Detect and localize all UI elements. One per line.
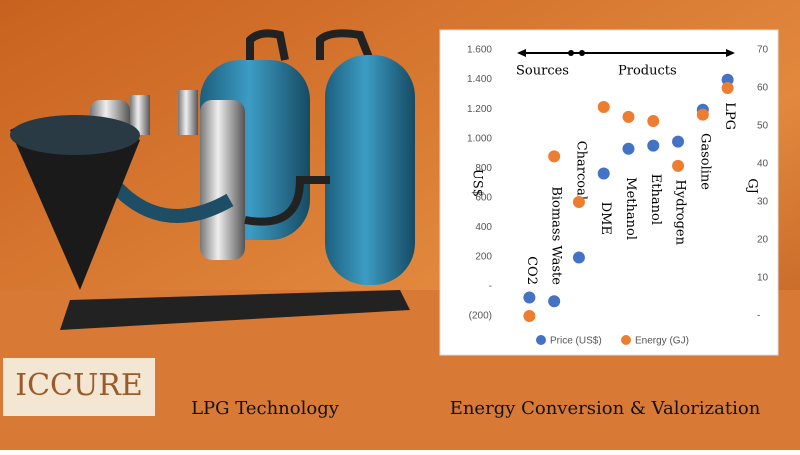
data-point: [548, 150, 561, 163]
y2-tick-label: 20: [757, 235, 769, 246]
y-tick-label: 1.000: [467, 133, 492, 144]
data-point: [696, 108, 709, 121]
arrow-dot: [579, 50, 585, 56]
category-label: LPG: [722, 102, 737, 130]
y-tick-label: 200: [475, 252, 492, 263]
category-label: Gasoline: [697, 133, 712, 190]
y2-axis-label: GJ: [745, 178, 760, 194]
y2-tick-label: 70: [757, 45, 769, 56]
category-label: Ethanol: [648, 174, 663, 225]
data-point: [622, 142, 635, 155]
arrow-dot: [568, 50, 574, 56]
annotation: Sources: [516, 64, 569, 79]
left-caption: LPG Technology: [191, 398, 340, 419]
data-point: [647, 115, 660, 128]
data-point: [548, 295, 561, 308]
legend-marker: [621, 335, 631, 345]
data-point: [647, 139, 660, 152]
right-caption: Energy Conversion & Valorization: [450, 398, 761, 419]
data-point: [721, 82, 734, 94]
data-point: [572, 196, 585, 208]
y-tick-label: 600: [475, 192, 492, 203]
y-axis-label: US$: [470, 169, 485, 197]
y-tick-label: 400: [475, 222, 492, 233]
y-tick-label: 800: [475, 163, 492, 174]
data-point: [597, 101, 610, 113]
annotation: Products: [618, 64, 677, 79]
category-label: Charcoal: [573, 141, 588, 200]
category-label: Biomass Waste: [549, 186, 564, 285]
chart-panel: [439, 29, 779, 356]
data-point: [597, 167, 610, 180]
y-tick-label: 1.200: [467, 104, 492, 115]
y-tick-label: 1.600: [467, 45, 492, 56]
legend-marker: [536, 335, 546, 345]
y2-tick-label: -: [757, 311, 760, 322]
y2-tick-label: 60: [757, 83, 769, 94]
y-tick-label: (200): [469, 311, 492, 322]
category-label: DME: [598, 202, 613, 235]
category-label: Hydrogen: [673, 180, 688, 246]
data-point: [523, 310, 536, 322]
logo-box: [3, 358, 155, 416]
legend-label: Price (US$): [550, 336, 602, 347]
y-tick-label: -: [489, 281, 492, 292]
data-point: [721, 73, 734, 86]
y2-tick-label: 10: [757, 273, 769, 284]
data-point: [622, 110, 635, 123]
y2-tick-label: 30: [757, 197, 769, 208]
lpg-machine-illustration: [10, 29, 415, 330]
category-label: CO2: [524, 256, 539, 285]
y-tick-label: 1.400: [467, 74, 492, 85]
data-point: [523, 291, 536, 304]
y2-tick-label: 40: [757, 159, 769, 170]
y2-tick-label: 50: [757, 121, 769, 132]
category-label: Methanol: [623, 177, 638, 240]
data-point: [672, 135, 685, 148]
data-point: [572, 251, 585, 264]
data-point: [672, 159, 685, 172]
legend-label: Energy (GJ): [635, 336, 689, 347]
logo: ICCURE: [15, 368, 143, 403]
